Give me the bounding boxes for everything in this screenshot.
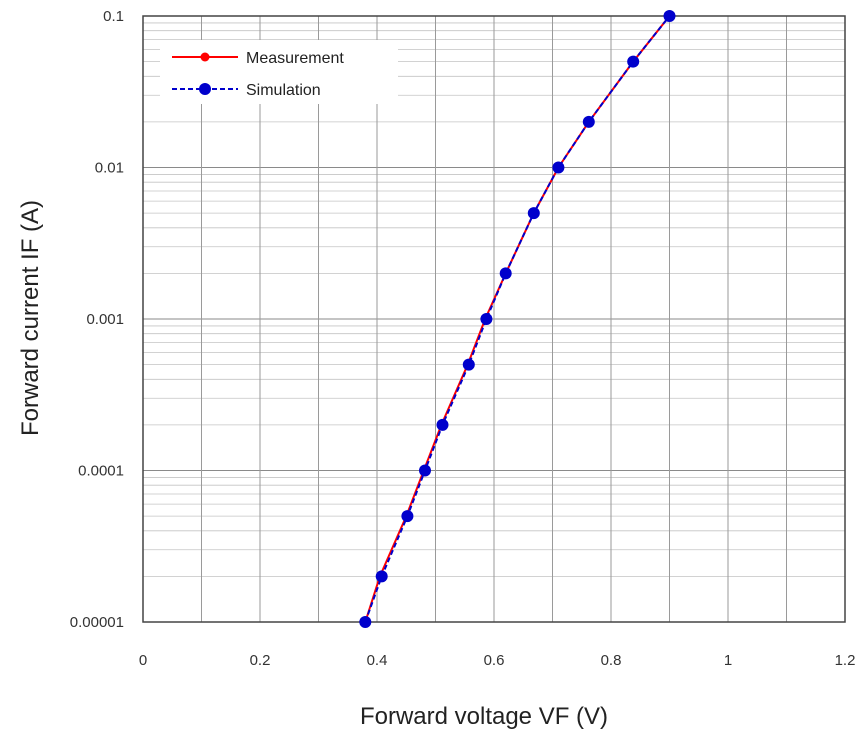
x-tick-label: 0.6 <box>484 652 505 669</box>
x-tick-label: 0 <box>139 652 147 669</box>
x-tick-label: 1.2 <box>835 652 856 669</box>
legend-label-measurement: Measurement <box>246 50 344 67</box>
data-point-simulation <box>499 267 512 280</box>
x-tick-label: 0.8 <box>601 652 622 669</box>
y-tick-label: 0.1 <box>103 8 124 25</box>
x-tick-label: 0.4 <box>367 652 388 669</box>
y-tick-labels: 0.00001 0.0001 0.001 0.01 0.1 <box>70 8 124 631</box>
data-point-simulation <box>401 510 414 523</box>
legend-marker-simulation <box>199 83 211 95</box>
grid-layer <box>143 15 845 623</box>
legend: Measurement Simulation <box>160 40 398 104</box>
legend-marker-measurement <box>200 52 210 62</box>
data-point-simulation <box>663 10 676 22</box>
y-tick-label: 0.01 <box>95 160 124 177</box>
data-point-simulation <box>462 358 475 371</box>
plot-frame <box>142 15 846 623</box>
data-point-simulation <box>552 161 565 174</box>
y-tick-label: 0.0001 <box>78 463 124 480</box>
legend-label-simulation: Simulation <box>246 82 321 99</box>
y-axis-title: Forward current IF (A) <box>17 200 44 436</box>
data-point-simulation <box>419 464 431 477</box>
x-axis-title: Forward voltage VF (V) <box>360 703 608 730</box>
data-point-simulation <box>627 55 640 68</box>
y-tick-label: 0.00001 <box>70 614 124 631</box>
x-tick-label: 1 <box>724 652 732 669</box>
y-tick-label: 0.001 <box>86 311 124 328</box>
data-point-simulation <box>527 207 540 220</box>
series-layer <box>359 10 676 628</box>
data-point-simulation <box>480 313 493 325</box>
data-point-simulation <box>436 418 449 431</box>
data-point-simulation <box>582 115 595 128</box>
x-tick-labels: 0 0.2 0.4 0.6 0.8 1 1.2 <box>139 652 856 669</box>
legend-box <box>160 40 398 104</box>
data-point-simulation <box>375 570 388 583</box>
x-tick-label: 0.2 <box>250 652 271 669</box>
data-point-simulation <box>359 616 372 628</box>
